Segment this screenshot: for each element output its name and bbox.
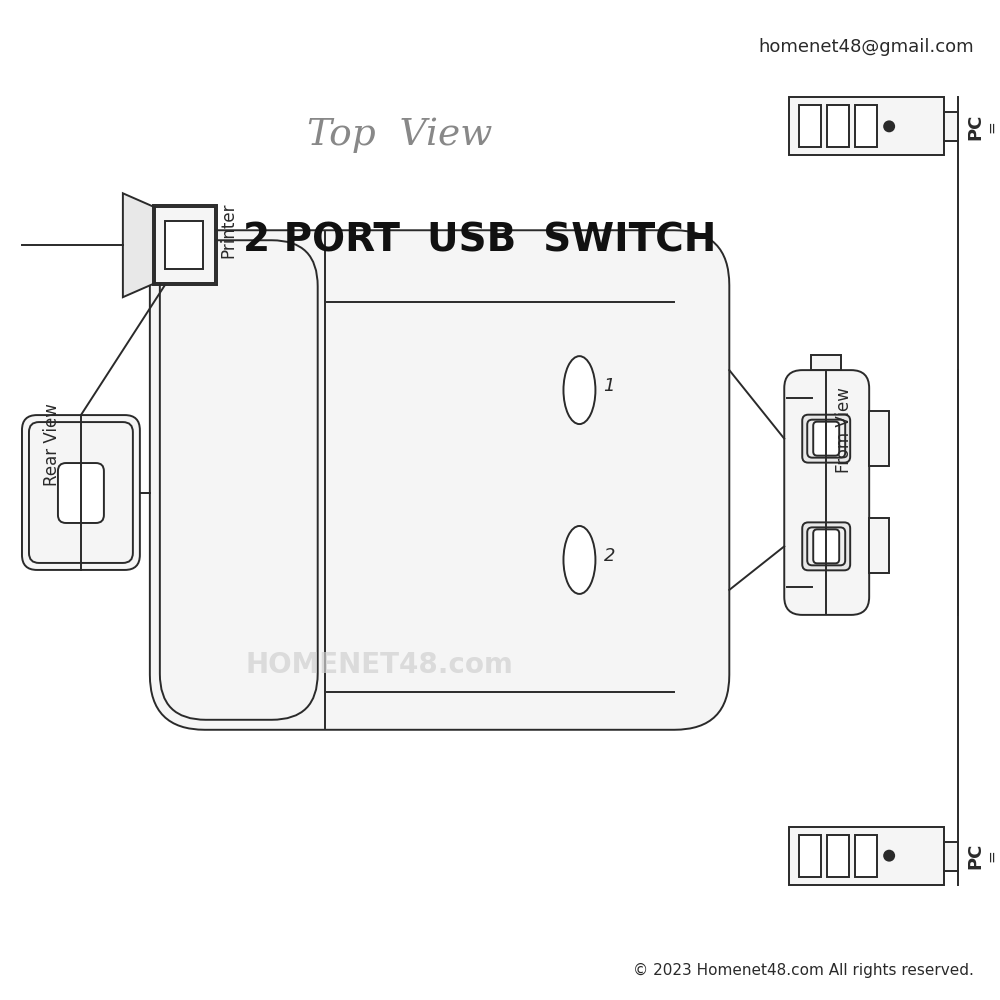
Bar [827, 835, 849, 877]
FancyBboxPatch shape [807, 420, 845, 458]
FancyBboxPatch shape [802, 522, 850, 570]
Bar [799, 105, 821, 147]
Bar [811, 355, 841, 370]
Text: 2 PORT  USB  SWITCH: 2 PORT USB SWITCH [243, 221, 716, 259]
FancyBboxPatch shape [813, 422, 839, 456]
Text: HOMENET48.com: HOMENET48.com [246, 651, 514, 679]
FancyBboxPatch shape [150, 230, 729, 730]
Text: Rear View: Rear View [43, 404, 61, 486]
Bar [855, 835, 877, 877]
FancyBboxPatch shape [802, 415, 850, 463]
FancyBboxPatch shape [58, 463, 104, 523]
Text: Printer: Printer [220, 203, 238, 258]
Circle shape [884, 851, 894, 861]
Bar [855, 105, 877, 147]
Bar [827, 105, 849, 147]
FancyBboxPatch shape [784, 370, 869, 615]
Bar [869, 411, 889, 466]
Ellipse shape [563, 526, 595, 594]
Text: homenet48@gmail.com: homenet48@gmail.com [758, 38, 974, 56]
Text: PC: PC [966, 842, 984, 869]
Bar [155, 207, 215, 283]
Text: =: = [984, 849, 999, 862]
Text: PC: PC [966, 113, 984, 140]
Text: 2: 2 [603, 547, 615, 565]
Text: Top  View: Top View [307, 117, 492, 153]
Bar [789, 97, 944, 155]
Text: © 2023 Homenet48.com All rights reserved.: © 2023 Homenet48.com All rights reserved… [633, 963, 974, 978]
Text: 1: 1 [603, 377, 615, 395]
Polygon shape [123, 193, 155, 297]
Bar [944, 842, 958, 871]
Circle shape [884, 121, 894, 131]
Text: =: = [984, 120, 999, 133]
Bar [869, 518, 889, 573]
FancyBboxPatch shape [22, 415, 140, 570]
Text: From View: From View [835, 387, 853, 473]
Bar [789, 827, 944, 885]
Bar [165, 221, 203, 269]
Ellipse shape [563, 356, 595, 424]
Bar [944, 112, 958, 141]
Bar [799, 835, 821, 877]
Bar [153, 205, 217, 285]
FancyBboxPatch shape [813, 529, 839, 563]
FancyBboxPatch shape [807, 527, 845, 565]
